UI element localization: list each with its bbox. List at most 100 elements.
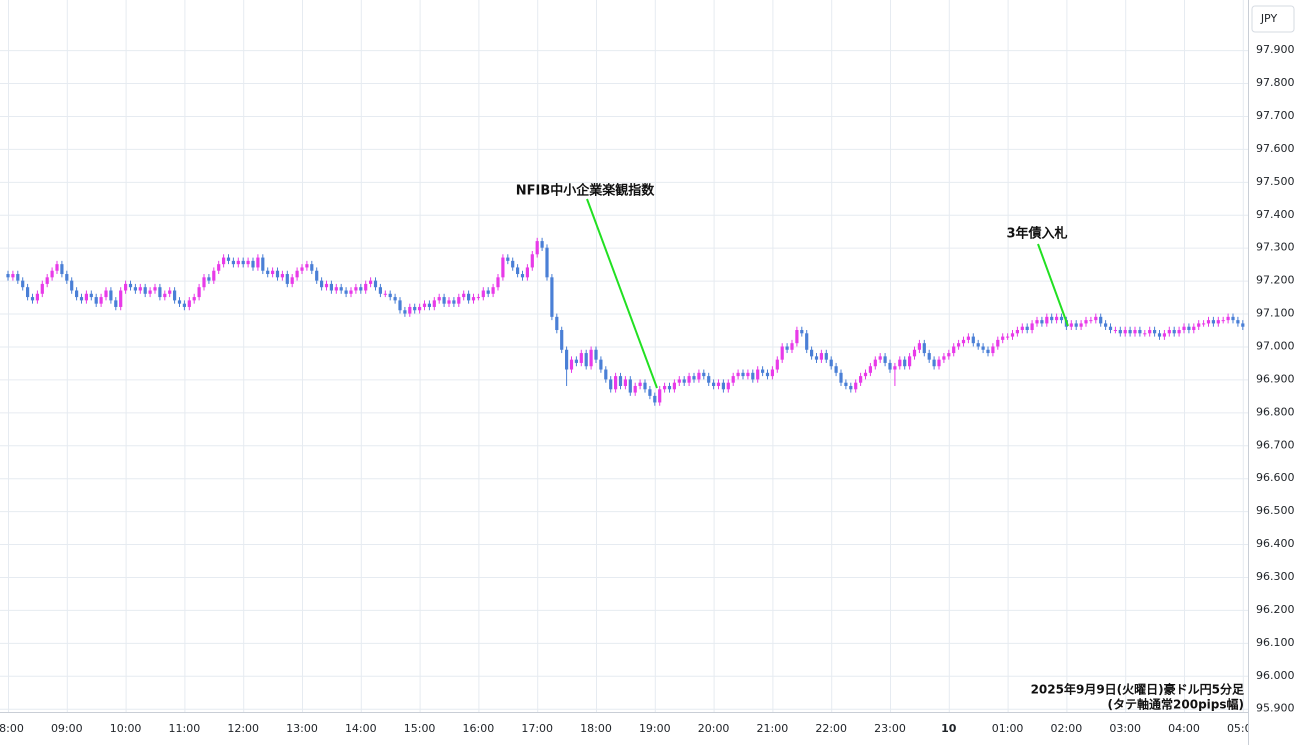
y-tick-label: 96.900 [1256,372,1295,385]
candle-body [1020,326,1024,331]
candle-body [266,270,270,275]
candle-body [1167,330,1171,334]
candle-body [124,283,128,291]
candle-body [1182,326,1186,331]
candle-body [540,241,544,248]
x-axis: 08:00 09:00 10:00 11:00 12:00 13:00 14:00 15:00… [0,722,1248,735]
candle-body [1226,316,1230,321]
candle-body [60,264,64,275]
candle-body [1241,323,1245,327]
candle-body [604,369,608,380]
candle-body [986,349,990,354]
y-tick-label: 97.900 [1256,43,1295,56]
x-tick-label: 23:00 [874,722,906,735]
x-tick-label: 16:00 [463,722,495,735]
grid [0,0,1248,712]
candle-body [290,277,294,284]
x-tick-label: 04:00 [1168,722,1200,735]
candle-body [241,260,245,265]
candle-body [574,359,578,363]
candle-body [207,277,211,281]
candle-body [75,290,79,298]
candle-body [702,372,706,377]
y-tick-label: 97.100 [1256,307,1295,320]
x-tick-label: 13:00 [286,722,318,735]
candle-body [99,297,103,304]
candle-body [976,343,980,347]
candle-body [496,277,500,288]
candle-body [1113,330,1117,332]
candle-body [246,260,250,265]
candle-body [422,303,427,307]
candle-body [486,290,490,294]
candle-body [148,290,152,294]
candle-body [555,316,559,331]
candle-body [1001,336,1005,340]
candle-body [736,372,740,377]
candle-body [55,264,59,271]
candle-body [50,270,54,278]
candle-body [932,359,936,367]
candle-body [1221,320,1225,322]
candle-body [614,376,618,390]
candle-body [677,379,681,383]
x-tick-label: 21:00 [757,722,789,735]
candle-body [731,376,735,383]
y-tick-label: 96.400 [1256,537,1295,550]
candle-body [383,293,387,295]
candle-body [707,376,711,383]
candle-body [256,257,260,268]
y-tick-label: 96.100 [1256,636,1295,649]
candle-body [893,366,897,370]
candle-body [912,349,917,357]
x-tick-label: 10:00 [110,722,142,735]
candle-body [403,310,407,314]
candle-body [790,343,794,350]
candle-body [89,293,93,298]
candle-body [535,241,539,255]
candle-body [1030,323,1034,331]
x-tick-label: 14:00 [345,722,377,735]
candle-body [236,260,240,265]
candle-body [1236,320,1240,324]
candle-body [888,362,892,370]
candle-body [163,293,167,298]
candle-body [437,297,441,301]
candle-body [334,287,338,291]
candle-body [829,359,833,367]
candle-body [898,359,902,367]
y-tick-label: 97.500 [1256,175,1295,188]
candle-body [447,300,451,304]
candle-body [1108,326,1113,331]
candle-body [1050,316,1054,321]
candle-body [903,359,907,367]
candle-body [1202,323,1206,325]
candle-body [648,389,652,396]
x-tick-label: 19:00 [639,722,671,735]
candle-body [991,346,995,354]
candle-body [168,290,172,294]
candle-body [1045,316,1049,324]
x-tick-label: 17:00 [521,722,553,735]
candle-body [687,376,691,383]
candle-body [373,280,378,288]
candle-body [315,270,319,281]
candle-body [1123,330,1127,334]
candle-body [182,303,186,307]
candle-body [408,306,412,314]
candle-body [393,297,397,301]
y-tick-label: 96.500 [1256,504,1295,517]
candle-body [339,287,343,291]
candle-body [457,297,461,304]
candle-body [369,280,373,284]
y-tick-label: 97.700 [1256,109,1295,122]
candle-body [271,270,275,275]
candle-body [506,257,510,261]
candle-body [594,349,598,360]
unit-box [1251,5,1295,33]
candle-body [1172,330,1176,334]
x-tick-label: 12:00 [227,722,259,735]
